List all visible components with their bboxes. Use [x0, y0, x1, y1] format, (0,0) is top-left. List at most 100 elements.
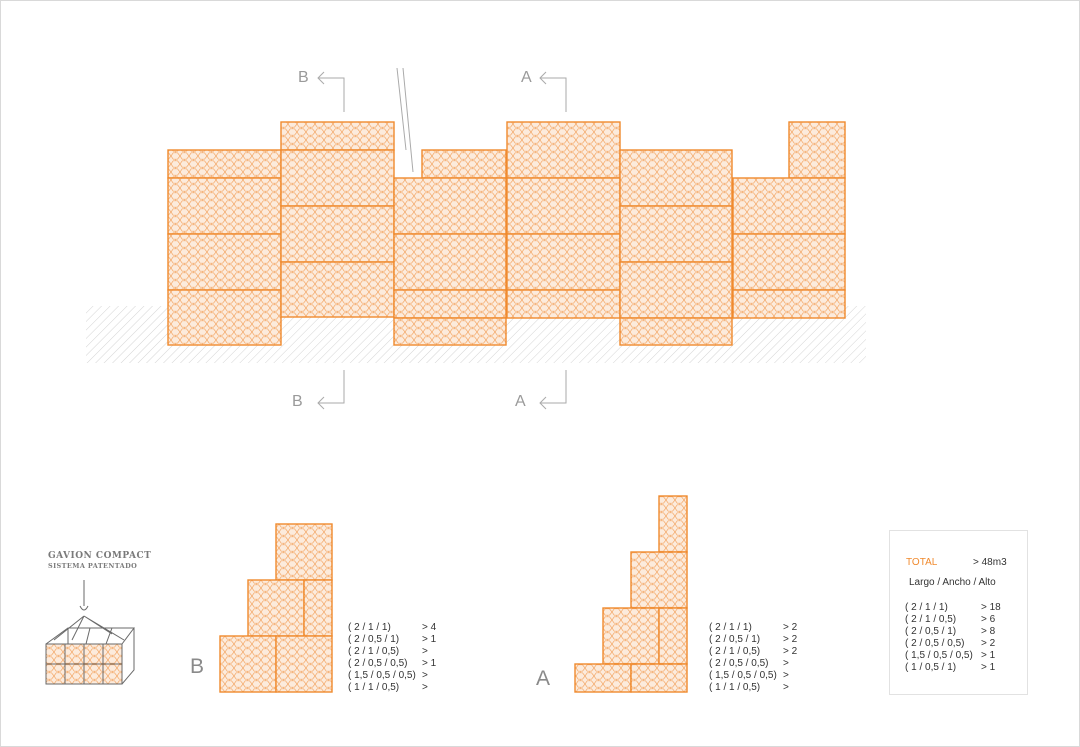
- gabion-block: [393, 233, 507, 291]
- quantity-row: ( 2 / 1 / 1) > 2: [709, 622, 819, 634]
- elevation-gabion-wall: [167, 121, 846, 346]
- module-dimensions: ( 2 / 1 / 0,5): [709, 646, 761, 657]
- module-dimensions: ( 1 / 1 / 0,5): [348, 682, 400, 693]
- gabion-block: [275, 523, 333, 581]
- module-dimensions: ( 2 / 1 / 0,5): [905, 614, 957, 625]
- gabion-block: [280, 149, 395, 207]
- quantity-row: ( 1,5 / 0,5 / 0,5) > 1: [905, 650, 1025, 662]
- gabion-block: [167, 233, 282, 291]
- module-dimensions: ( 2 / 1 / 1): [348, 622, 391, 633]
- gabion-block: [619, 317, 733, 346]
- module-count: >: [422, 646, 428, 657]
- module-dimensions: ( 1,5 / 0,5 / 0,5): [709, 670, 777, 681]
- module-count: >: [422, 682, 428, 693]
- gabion-block: [658, 495, 688, 553]
- gabion-block: [602, 607, 660, 665]
- gabion-block: [732, 233, 846, 291]
- module-count: > 1: [422, 658, 437, 669]
- module-count: > 2: [783, 646, 798, 657]
- gabion-block: [421, 149, 507, 179]
- module-count: > 1: [981, 650, 996, 661]
- gabion-block: [506, 121, 621, 179]
- gabion-block: [167, 149, 282, 179]
- gabion-block: [619, 261, 733, 319]
- gabion-block: [393, 289, 507, 319]
- quantity-row: ( 1,5 / 0,5 / 0,5) >: [709, 670, 819, 682]
- module-count: > 2: [783, 634, 798, 645]
- gabion-block: [247, 579, 305, 637]
- quantity-row: ( 2 / 0,5 / 1) > 2: [709, 634, 819, 646]
- break-line: [396, 67, 414, 173]
- quantity-row: ( 2 / 1 / 0,5) > 2: [709, 646, 819, 658]
- section-a-quantity-table: ( 2 / 1 / 1) > 2( 2 / 0,5 / 1) > 2( 2 / 1 …: [709, 622, 819, 694]
- total-value: > 48m3: [973, 557, 1007, 568]
- module-count: > 18: [981, 602, 1001, 613]
- gabion-block: [303, 579, 333, 637]
- quantity-row: ( 1 / 0,5 / 1) > 1: [905, 662, 1025, 674]
- section-a-letter: A: [536, 667, 551, 690]
- section-mark-b-top: B: [298, 69, 309, 86]
- quantity-row: ( 2 / 0,5 / 1) > 8: [905, 626, 1025, 638]
- quantity-row: ( 2 / 1 / 1) > 18: [905, 602, 1025, 614]
- quantity-row: ( 2 / 0,5 / 0,5) > 2: [905, 638, 1025, 650]
- gabion-block: [732, 289, 846, 319]
- module-dimensions: ( 1,5 / 0,5 / 0,5): [905, 650, 973, 661]
- module-dimensions: ( 1 / 1 / 0,5): [709, 682, 761, 693]
- gabion-block: [506, 289, 621, 319]
- brand-tagline: SISTEMA PATENTADO: [48, 562, 138, 570]
- quantity-row: ( 2 / 1 / 0,5) >: [348, 646, 458, 658]
- module-dimensions: ( 2 / 0,5 / 1): [348, 634, 400, 645]
- gabion-block: [630, 663, 688, 693]
- section-b-gabion-stack: [219, 523, 333, 693]
- module-dimensions: ( 2 / 0,5 / 0,5): [709, 658, 769, 669]
- gabion-block: [393, 317, 507, 346]
- module-dimensions: ( 2 / 1 / 0,5): [348, 646, 400, 657]
- gabion-block: [574, 663, 632, 693]
- section-mark-b-bottom: B: [292, 393, 303, 410]
- quantity-row: ( 2 / 0,5 / 0,5) >: [709, 658, 819, 670]
- quantity-row: ( 1,5 / 0,5 / 0,5) >: [348, 670, 458, 682]
- module-count: > 8: [981, 626, 996, 637]
- module-dimensions: ( 2 / 1 / 1): [905, 602, 948, 613]
- section-b-bottom-arrow: [317, 370, 345, 410]
- section-a-bottom-arrow: [539, 370, 567, 410]
- module-dimensions: ( 2 / 0,5 / 1): [709, 634, 761, 645]
- module-count: > 1: [422, 634, 437, 645]
- gabion-block: [280, 121, 395, 151]
- quantity-row: ( 2 / 0,5 / 0,5) > 1: [348, 658, 458, 670]
- module-count: >: [783, 682, 789, 693]
- gabion-block: [280, 205, 395, 263]
- section-mark-a-bottom: A: [515, 393, 526, 410]
- gabion-crate-hoist-icon: [45, 580, 135, 685]
- gabion-block: [280, 261, 395, 318]
- gabion-block: [506, 177, 621, 235]
- module-count: > 6: [981, 614, 996, 625]
- module-count: > 2: [981, 638, 996, 649]
- module-count: >: [783, 658, 789, 669]
- gabion-block: [167, 289, 282, 346]
- module-dimensions: ( 2 / 0,5 / 0,5): [905, 638, 965, 649]
- gabion-block: [393, 177, 507, 235]
- gabion-block: [619, 205, 733, 263]
- gabion-block: [275, 635, 333, 693]
- gabion-block: [619, 149, 733, 207]
- module-dimensions: ( 2 / 0,5 / 0,5): [348, 658, 408, 669]
- module-dimensions: ( 2 / 0,5 / 1): [905, 626, 957, 637]
- gabion-block: [167, 177, 282, 235]
- module-count: > 2: [783, 622, 798, 633]
- section-b-letter: B: [190, 655, 205, 678]
- quantity-row: ( 2 / 1 / 1) > 4: [348, 622, 458, 634]
- section-b-top-arrow: [317, 71, 345, 112]
- quantity-row: ( 1 / 1 / 0,5) >: [709, 682, 819, 694]
- section-b-quantity-table: ( 2 / 1 / 1) > 4( 2 / 0,5 / 1) > 1( 2 / 1 …: [348, 622, 458, 694]
- brand-name: GAVION COMPACT: [48, 551, 152, 561]
- gabion-block: [658, 607, 688, 665]
- section-mark-a-top: A: [521, 69, 532, 86]
- module-dimensions: ( 2 / 1 / 1): [709, 622, 752, 633]
- gabion-block: [506, 233, 621, 291]
- gabion-block: [788, 121, 846, 179]
- quantity-row: ( 2 / 1 / 0,5) > 6: [905, 614, 1025, 626]
- module-count: >: [422, 670, 428, 681]
- summary-box: TOTAL > 48m3 Largo / Ancho / Alto ( 2 / …: [889, 530, 1028, 695]
- section-a-gabion-stack: [574, 495, 688, 693]
